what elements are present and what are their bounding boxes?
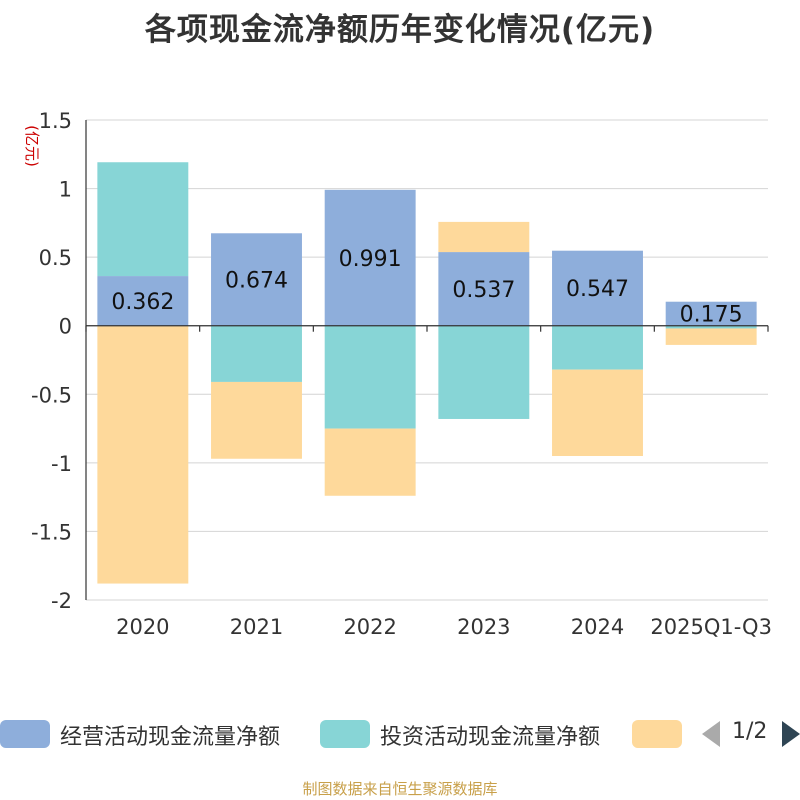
legend: 经营活动现金流量净额 投资活动现金流量净额 1/2: [0, 716, 800, 756]
bar-2021-series-2: [211, 381, 302, 459]
bar-2020-series-1: [97, 162, 189, 277]
data-label: 0.674: [225, 268, 288, 293]
bar-2022-series-0: [324, 189, 416, 326]
data-label: 0.547: [566, 277, 629, 302]
bar-2022-series-1: [324, 325, 416, 429]
bar-2024-series-2: [552, 369, 643, 456]
source-note: 制图数据来自恒生聚源数据库: [302, 780, 498, 798]
legend-item-investing[interactable]: 投资活动现金流量净额: [320, 716, 620, 752]
bar-2021-series-1: [211, 325, 302, 382]
legend-item-operating[interactable]: 经营活动现金流量净额: [0, 716, 300, 752]
chart-title: 各项现金流净额历年变化情况(亿元): [144, 12, 656, 48]
x-tick-label: 2020: [116, 615, 169, 639]
y-tick-label: -1.5: [31, 520, 72, 544]
y-tick-label: -1: [51, 452, 72, 476]
bar-2025Q1-Q3-series-2: [665, 328, 757, 345]
bar-chart: 1.5 1 0.5 0 -0.5 -1 -1.5 -2 (亿元) 0.362 0.674 0.991 0…: [23, 109, 772, 639]
x-tick-label: 2021: [230, 615, 283, 639]
legend-swatch-operating: [0, 720, 50, 748]
y-tick-label: 0.5: [39, 246, 72, 270]
bar-2020-series-2: [97, 325, 189, 584]
y-tick-label: -0.5: [31, 383, 72, 407]
data-label: 0.362: [111, 290, 174, 315]
data-label: 0.991: [339, 247, 402, 272]
x-tick-label: 2024: [571, 615, 624, 639]
bar-2024-series-0: [552, 250, 643, 326]
legend-pager: 1/2: [702, 716, 800, 752]
bar-2025Q1-Q3-series-0: [665, 301, 757, 326]
legend-label-operating: 经营活动现金流量净额: [60, 725, 281, 750]
bar-2020-series-0: [97, 276, 189, 326]
bar-2023-series-2: [438, 221, 530, 253]
y-tick-label: 0: [59, 315, 72, 339]
bar-2023-series-1: [438, 325, 530, 419]
pager-next-icon[interactable]: [782, 721, 800, 747]
bar-2021-series-0: [211, 233, 302, 326]
legend-swatch-financing: [632, 720, 682, 748]
pager-prev-icon[interactable]: [702, 721, 720, 747]
pager-page-indicator: 1/2: [732, 719, 768, 744]
bar-2024-series-1: [552, 325, 643, 370]
bar-2022-series-2: [324, 428, 416, 496]
y-tick-label: -2: [51, 589, 72, 613]
x-tick-label: 2022: [343, 615, 396, 639]
bar-2025Q1-Q3-series-1: [665, 325, 757, 329]
legend-swatch-investing: [320, 720, 370, 748]
x-tick-label: 2025Q1-Q3: [650, 615, 772, 639]
y-axis-label: (亿元): [23, 125, 41, 167]
data-label: 0.175: [680, 303, 743, 328]
x-tick-label: 2023: [457, 615, 510, 639]
data-label: 0.537: [452, 278, 515, 303]
legend-label-investing: 投资活动现金流量净额: [380, 725, 601, 750]
legend-item-financing[interactable]: [632, 716, 692, 752]
y-tick-label: 1: [59, 178, 72, 202]
y-tick-label: 1.5: [39, 109, 72, 133]
bar-2023-series-0: [438, 252, 530, 326]
